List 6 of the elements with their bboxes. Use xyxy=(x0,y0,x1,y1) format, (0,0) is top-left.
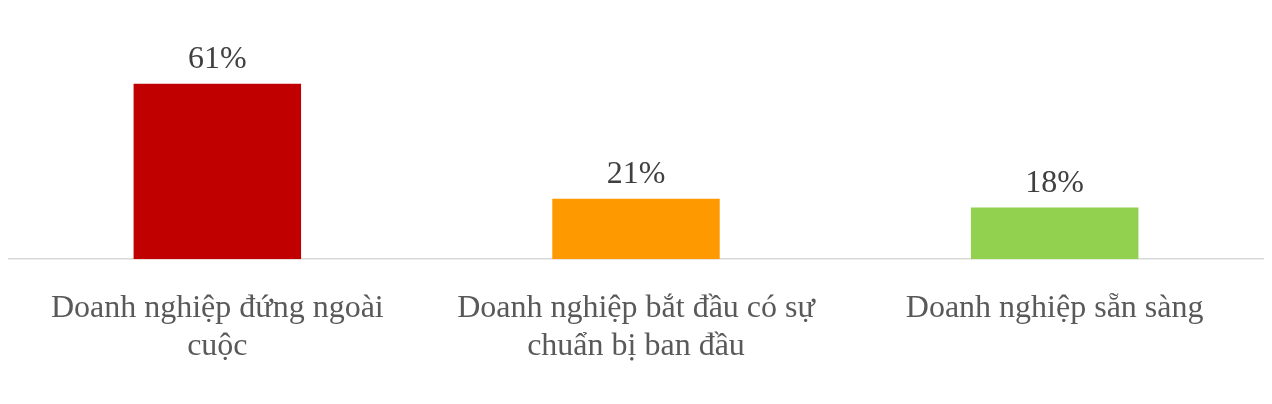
data-label: 21% xyxy=(606,154,666,191)
data-label: 18% xyxy=(1025,162,1084,199)
x-tick-label: Doanh nghiệp bắt đầu có sự chuẩn bị ban đầu xyxy=(457,287,817,363)
x-tick-label: Doanh nghiệp sẵn sàng xyxy=(905,287,1204,324)
x-tick-label: Doanh nghiệp đứng ngoài cuộc xyxy=(50,287,384,363)
data-label: 61% xyxy=(188,39,247,76)
